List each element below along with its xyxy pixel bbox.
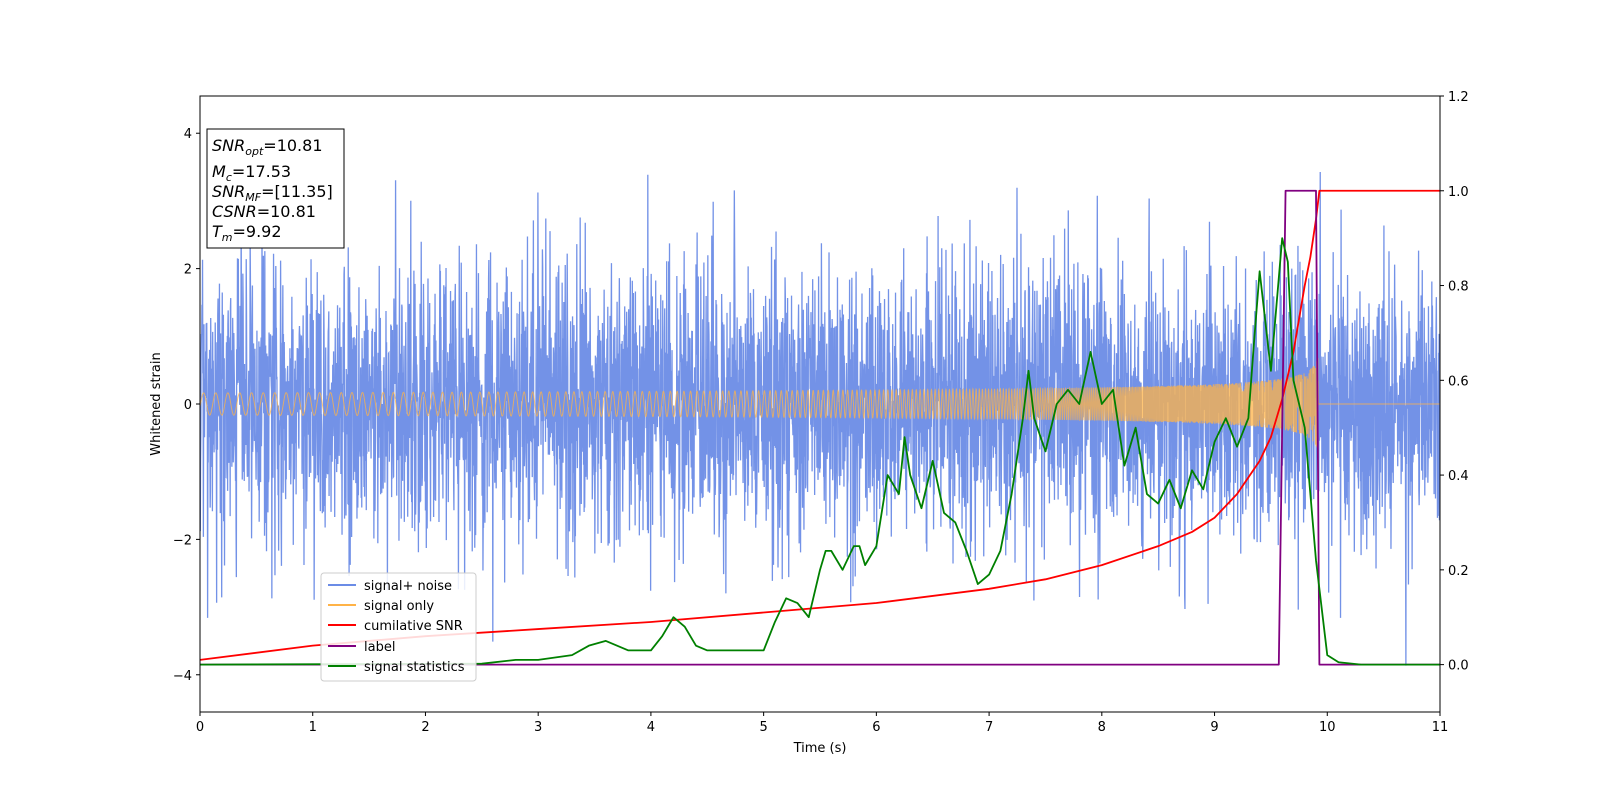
x-tick-label: 0: [196, 720, 204, 735]
annotation-snr-opt: SNRopt=10.81: [212, 136, 323, 158]
y-tick-label-left: 4: [184, 127, 192, 142]
x-tick-label: 5: [759, 720, 767, 735]
y-tick-label-right: 0.2: [1448, 564, 1469, 579]
y-tick-label-right: 1.2: [1448, 90, 1469, 105]
series-signal-statistics: [200, 237, 1440, 666]
y-tick-label-right: 0.8: [1448, 280, 1469, 295]
y-axis-label: Whitened strain: [149, 352, 164, 455]
x-axis-label: Time (s): [793, 741, 847, 756]
x-tick-label: 4: [647, 720, 655, 735]
legend-label-label: label: [364, 640, 395, 655]
axes: 0 1 2 3 4 5 6 7 8 9 10 11 −4 −2 0 2 4 0.0 0.2 0.4 0.6 0.8 1.0 1…: [173, 90, 1469, 735]
legend-label-signal-statistics: signal statistics: [364, 660, 465, 675]
series-signal-only: [200, 358, 1440, 450]
x-tick-label: 6: [872, 720, 880, 735]
annotation-box: SNRopt=10.81 Mc=17.53 SNRMF=[11.35] CSNR…: [206, 128, 345, 249]
y-tick-label-left: −2: [173, 533, 192, 548]
y-tick-label-right: 1.0: [1448, 185, 1469, 200]
x-tick-label: 1: [309, 720, 317, 735]
x-tick-label: 9: [1210, 720, 1218, 735]
x-tick-label: 11: [1432, 720, 1449, 735]
plot-area: [200, 171, 1440, 666]
annotation-mc: Mc=17.53: [212, 162, 291, 184]
y-tick-label-right: 0.6: [1448, 374, 1469, 389]
y-tick-label-left: 0: [184, 398, 192, 413]
annotation-csnr: CSNR=10.81: [212, 202, 316, 221]
series-label: [200, 189, 1440, 666]
series-cumulative-snr: [200, 189, 1440, 661]
legend-label-signal-noise: signal+ noise: [364, 579, 452, 594]
x-tick-label: 7: [985, 720, 993, 735]
annotation-tm: Tm=9.92: [212, 222, 282, 244]
x-tick-label: 3: [534, 720, 542, 735]
legend: signal+ noise signal only cumilative SNR…: [320, 572, 477, 682]
x-tick-label: 2: [421, 720, 429, 735]
legend-label-cumulative-snr: cumilative SNR: [364, 619, 463, 634]
legend-frame: [320, 572, 477, 682]
x-tick-label: 10: [1319, 720, 1336, 735]
y-tick-label-right: 0.4: [1448, 469, 1469, 484]
y-tick-label-right: 0.0: [1448, 659, 1469, 674]
y-tick-label-left: −4: [173, 669, 192, 684]
legend-label-signal-only: signal only: [364, 599, 434, 614]
y-tick-label-left: 2: [184, 263, 192, 278]
annotation-snr-mf: SNRMF=[11.35]: [212, 182, 333, 204]
x-tick-label: 8: [1098, 720, 1106, 735]
